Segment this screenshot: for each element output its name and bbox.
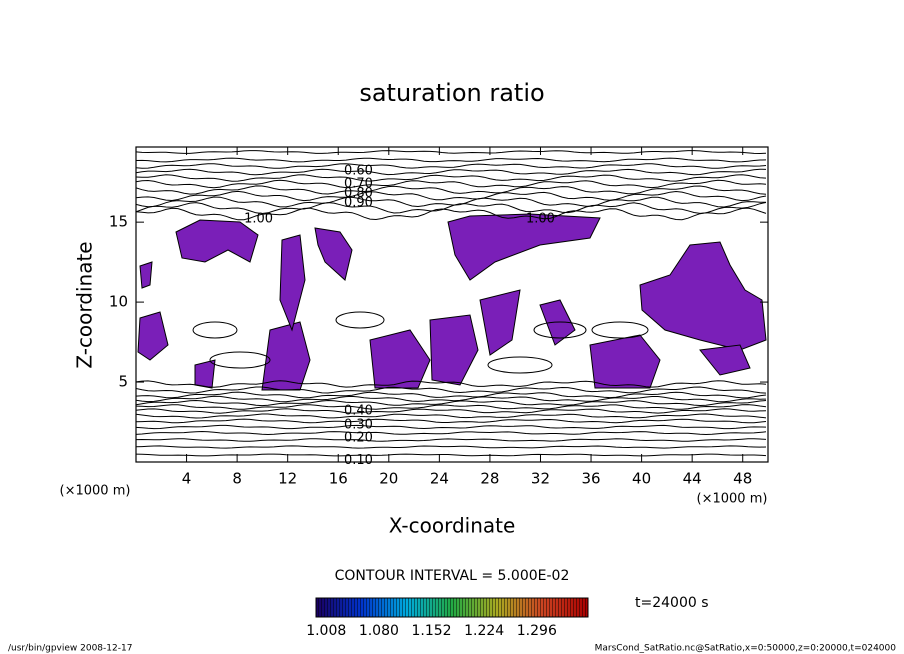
contour-label: 0.60 xyxy=(344,163,373,178)
x-tick-label: 4 xyxy=(182,470,192,488)
y-unit-label: (×1000 m) xyxy=(60,484,131,499)
contour-line xyxy=(136,418,767,424)
contour-line xyxy=(487,356,553,374)
x-tick-label: 8 xyxy=(232,470,242,488)
colorbar-frame xyxy=(315,597,589,618)
x-tick-label: 40 xyxy=(632,470,651,488)
colorbar-tick-label: 1.224 xyxy=(464,623,504,639)
contour-line xyxy=(136,207,767,221)
contour-line xyxy=(136,202,767,215)
supersaturated-region xyxy=(139,261,153,289)
plot-area xyxy=(136,150,767,457)
contour-interval: CONTOUR INTERVAL = 5.000E-02 xyxy=(335,568,570,584)
supersaturated-region xyxy=(175,219,259,263)
contour-line xyxy=(192,321,238,339)
contour-label: 0.80 xyxy=(344,186,373,201)
x-tick-label: 12 xyxy=(278,470,297,488)
contour-line xyxy=(136,380,767,388)
supersaturated-region xyxy=(137,311,169,361)
supersaturated-region xyxy=(589,334,661,389)
colorbar-tick-label: 1.008 xyxy=(306,623,346,639)
x-tick-label: 20 xyxy=(379,470,398,488)
contour-labels: 0.600.700.800.90 1.00 1.00 0.400.300.20 0.10 xyxy=(244,163,555,467)
contour-line xyxy=(136,157,767,163)
contour-label: 1.00 xyxy=(526,211,555,226)
contour-line xyxy=(136,404,767,410)
x-tick-label: 24 xyxy=(430,470,449,488)
supersaturated-region xyxy=(639,241,767,351)
supersaturated-region xyxy=(447,213,601,281)
x-tick-label: 36 xyxy=(581,470,600,488)
contour-label: 1.00 xyxy=(244,211,273,226)
colorbar-tick-label: 1.152 xyxy=(411,623,451,639)
contour-line xyxy=(136,445,767,449)
chart-title: saturation ratio xyxy=(359,79,544,107)
contour-line xyxy=(136,163,767,169)
contour-line xyxy=(136,413,767,419)
contour-line xyxy=(533,321,587,339)
x-tick-label: 44 xyxy=(683,470,702,488)
y-tick-label: 15 xyxy=(109,213,128,231)
contour-label: 0.40 xyxy=(344,403,373,418)
contour-label: 0.30 xyxy=(344,418,373,433)
y-tick-label: 5 xyxy=(118,373,128,391)
supersaturated-region xyxy=(429,314,479,386)
supersaturated-region xyxy=(261,321,311,391)
supersaturated-region xyxy=(194,359,216,389)
supersaturated-regions xyxy=(137,213,767,391)
contour-line xyxy=(136,168,767,176)
contour-lines xyxy=(136,150,767,457)
footer-left: /usr/bin/gpview 2008-12-17 xyxy=(8,644,132,654)
supersaturated-region xyxy=(279,234,306,332)
supersaturated-region xyxy=(479,289,521,356)
plot-frame xyxy=(135,146,769,463)
supersaturated-region xyxy=(699,344,751,376)
contour-line xyxy=(136,424,767,430)
contour-line xyxy=(136,190,767,202)
colorbar-tick-label: 1.296 xyxy=(517,623,557,639)
x-tick-label: 16 xyxy=(329,470,348,488)
contour-line xyxy=(591,321,649,339)
contour-line xyxy=(136,179,767,189)
x-tick-label: 48 xyxy=(733,470,752,488)
x-unit-label: (×1000 m) xyxy=(697,492,768,507)
footer-right: MarsCond_SatRatio.nc@SatRatio,x=0:50000,… xyxy=(595,644,897,654)
contour-line xyxy=(136,150,767,155)
x-axis-label: X-coordinate xyxy=(389,514,516,538)
contour-label: 0.70 xyxy=(344,176,373,191)
colorbar: 1.008 1.080 1.152 1.224 1.296 xyxy=(306,597,589,639)
x-tick-label: 28 xyxy=(480,470,499,488)
contour-line xyxy=(136,391,767,399)
y-tick-label: 10 xyxy=(109,293,128,311)
contour-line xyxy=(136,408,767,414)
contour-line xyxy=(209,351,271,369)
colorbar-stripes xyxy=(316,598,588,617)
contour-label: 0.10 xyxy=(344,453,373,468)
colorbar-tick-label: 1.080 xyxy=(359,623,399,639)
supersaturated-region xyxy=(314,227,353,281)
contour-line xyxy=(136,395,767,403)
x-tick-label: 32 xyxy=(531,470,550,488)
contour-line xyxy=(136,174,767,182)
contour-line xyxy=(136,386,767,394)
time-label: t=24000 s xyxy=(635,595,709,611)
contour-line xyxy=(136,430,767,436)
contour-line xyxy=(335,311,385,329)
y-axis-label: Z-coordinate xyxy=(73,241,97,368)
supersaturated-region xyxy=(369,329,431,389)
contour-line xyxy=(136,399,767,407)
contour-label: 0.90 xyxy=(344,195,373,210)
contour-line xyxy=(136,453,767,457)
contour-line xyxy=(136,196,767,208)
contour-line xyxy=(136,438,767,442)
contour-line xyxy=(136,185,767,195)
contour-label: 0.20 xyxy=(344,431,373,446)
